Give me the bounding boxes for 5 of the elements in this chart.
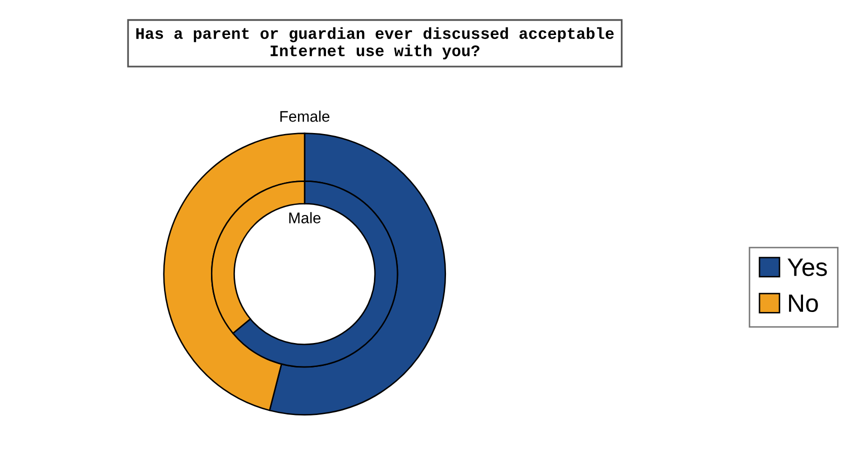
chart-title: Has a parent or guardian ever discussed acceptable Internet use with you? — [136, 27, 614, 60]
legend-label: No — [789, 294, 818, 312]
legend-label: Yes — [788, 258, 827, 276]
slice-label: Male — [289, 212, 320, 224]
slice-label: Female — [280, 110, 330, 122]
